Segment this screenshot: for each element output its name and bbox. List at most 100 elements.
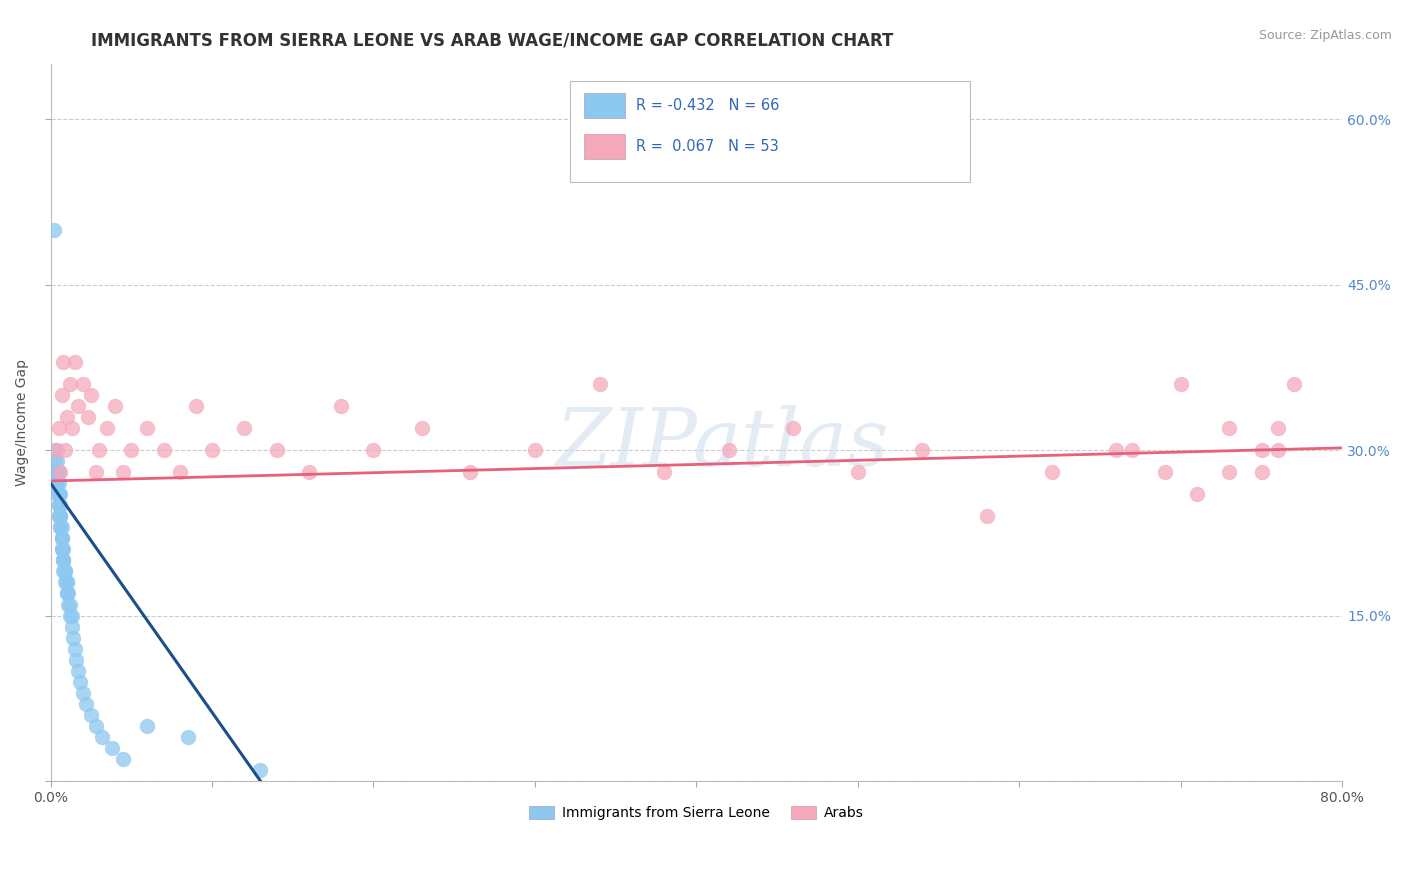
Point [112, 465, 135, 479]
Point [48, 498, 70, 512]
Point [91, 730, 114, 744]
Point [84, 719, 107, 733]
Point [65, 653, 87, 667]
Legend: Immigrants from Sierra Leone, Arabs: Immigrants from Sierra Leone, Arabs [523, 800, 869, 826]
Point [298, 465, 321, 479]
Point [44, 465, 66, 479]
Point [72, 686, 94, 700]
Point [46, 487, 69, 501]
Point [48, 487, 70, 501]
Point [55, 586, 77, 600]
Point [49, 509, 72, 524]
Point [52, 542, 75, 557]
Point [80, 388, 103, 402]
Point [46, 476, 69, 491]
FancyBboxPatch shape [583, 135, 626, 159]
Point [1250, 465, 1272, 479]
Point [49, 498, 72, 512]
Point [48, 509, 70, 524]
Point [53, 575, 76, 590]
Point [249, 763, 271, 777]
Point [52, 553, 75, 567]
Point [1153, 465, 1175, 479]
Point [48, 421, 70, 435]
Point [59, 608, 82, 623]
FancyBboxPatch shape [583, 94, 626, 118]
Point [49, 465, 72, 479]
Point [911, 443, 934, 458]
Point [46, 443, 69, 458]
Point [52, 565, 75, 579]
Point [44, 476, 66, 491]
Point [177, 730, 200, 744]
Point [49, 520, 72, 534]
Text: R =  0.067   N = 53: R = 0.067 N = 53 [636, 139, 779, 154]
Point [96, 421, 118, 435]
Point [169, 465, 191, 479]
Point [1170, 376, 1192, 391]
Point [588, 376, 610, 391]
Point [363, 443, 385, 458]
Point [48, 465, 70, 479]
Point [976, 509, 998, 524]
Point [48, 487, 70, 501]
Point [330, 399, 353, 413]
Text: IMMIGRANTS FROM SIERRA LEONE VS ARAB WAGE/INCOME GAP CORRELATION CHART: IMMIGRANTS FROM SIERRA LEONE VS ARAB WAG… [91, 31, 894, 49]
FancyBboxPatch shape [569, 80, 970, 182]
Point [46, 476, 69, 491]
Point [60, 619, 83, 633]
Point [53, 443, 76, 458]
Point [80, 707, 103, 722]
Text: ZIPatlas: ZIPatlas [555, 405, 889, 483]
Point [60, 421, 83, 435]
Point [55, 575, 77, 590]
Point [55, 409, 77, 424]
Point [51, 532, 73, 546]
Point [76, 409, 98, 424]
Point [69, 674, 91, 689]
Point [266, 443, 288, 458]
Point [846, 465, 869, 479]
Point [184, 399, 207, 413]
Point [51, 542, 73, 557]
Point [101, 740, 124, 755]
Point [53, 565, 76, 579]
Point [42, 476, 65, 491]
Text: R = -0.432   N = 66: R = -0.432 N = 66 [636, 98, 779, 113]
Point [201, 443, 224, 458]
Point [717, 443, 740, 458]
Point [49, 520, 72, 534]
Point [52, 553, 75, 567]
Point [52, 355, 75, 369]
Point [652, 465, 675, 479]
Point [1267, 421, 1289, 435]
Point [136, 421, 159, 435]
Point [51, 542, 73, 557]
Point [75, 697, 97, 711]
Point [51, 532, 73, 546]
Point [112, 752, 135, 766]
Point [66, 399, 89, 413]
Point [136, 719, 159, 733]
Point [233, 421, 256, 435]
Point [782, 421, 804, 435]
Point [58, 586, 80, 600]
Point [51, 388, 73, 402]
Point [52, 553, 75, 567]
Point [1218, 421, 1240, 435]
Point [51, 532, 73, 546]
Point [55, 575, 77, 590]
Point [66, 664, 89, 678]
Point [58, 598, 80, 612]
Point [42, 222, 65, 236]
Point [48, 509, 70, 524]
Point [120, 443, 142, 458]
Point [51, 520, 73, 534]
Point [49, 509, 72, 524]
Point [46, 454, 69, 468]
Point [48, 498, 70, 512]
Point [59, 598, 82, 612]
Point [46, 465, 69, 479]
Text: Source: ZipAtlas.com: Source: ZipAtlas.com [1258, 29, 1392, 42]
Point [55, 586, 77, 600]
